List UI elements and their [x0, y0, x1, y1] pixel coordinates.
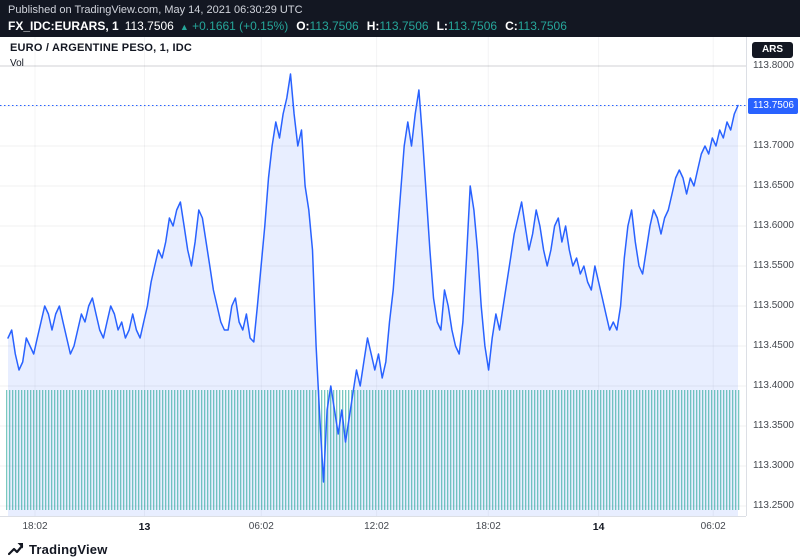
- price-change: ▲ +0.1661 (+0.15%): [180, 19, 288, 33]
- time-axis-label: 06:02: [248, 521, 274, 532]
- time-axis-label: 18:02: [475, 521, 501, 532]
- tradingview-logo[interactable]: TradingView: [8, 541, 108, 557]
- footer-bar: TradingView: [0, 538, 800, 560]
- open-label: O:: [296, 19, 310, 33]
- published-line: Published on TradingView.com, May 14, 20…: [8, 4, 303, 16]
- low-value: 113.7506: [447, 19, 498, 33]
- symbol-line: FX_IDC:EURARS, 1 113.7506 ▲ +0.1661 (+0.15…: [8, 18, 792, 35]
- price-axis-label: 113.5000: [753, 300, 794, 311]
- price-line: [7, 73, 739, 483]
- price-axis-label: 113.7000: [753, 140, 794, 151]
- close-label: C:: [505, 19, 518, 33]
- brand-name: TradingView: [29, 541, 108, 557]
- time-axis-label: 12:02: [364, 521, 390, 532]
- price-chart-canvas[interactable]: [0, 37, 746, 516]
- last-price-badge: 113.7506: [748, 97, 798, 114]
- legend-symbol: EURO / ARGENTINE PESO, 1, IDC: [10, 42, 193, 54]
- price-axis-label: 113.2500: [753, 500, 794, 511]
- time-axis[interactable]: 18:02 13 06:02 12:02 18:02 14 06:02: [0, 516, 746, 538]
- chart-area[interactable]: EURO / ARGENTINE PESO, 1, IDC Vol: [0, 37, 746, 516]
- price-axis-label: 113.5500: [753, 260, 794, 271]
- up-arrow-icon: ▲: [179, 22, 189, 32]
- legend-volume: Vol: [10, 58, 24, 69]
- price-axis-label: 113.8000: [753, 60, 794, 71]
- price-axis[interactable]: ARS 113.8000 113.7000 113.6500 113.6000 113.…: [746, 37, 800, 516]
- tradingview-logo-icon: [8, 543, 24, 556]
- price-axis-label: 113.6500: [753, 180, 794, 191]
- price-axis-label: 113.6000: [753, 220, 794, 231]
- time-axis-label: 14: [592, 521, 605, 533]
- symbol-name: FX_IDC:EURARS, 1: [8, 19, 119, 33]
- currency-button[interactable]: ARS: [752, 42, 793, 58]
- change-value: +0.1661 (+0.15%): [192, 19, 289, 33]
- time-axis-label: 18:02: [22, 521, 48, 532]
- last-price: 113.7506: [124, 19, 174, 33]
- high-value: 113.7506: [379, 19, 429, 33]
- volume-bars: [6, 390, 740, 510]
- high-label: H:: [366, 19, 380, 33]
- price-axis-label: 113.4500: [753, 340, 794, 351]
- header-bar: Published on TradingView.com, May 14, 20…: [0, 0, 800, 37]
- price-axis-label: 113.3000: [753, 460, 794, 471]
- price-axis-label: 113.3500: [753, 420, 794, 431]
- chart-legend: EURO / ARGENTINE PESO, 1, IDC Vol: [10, 42, 192, 69]
- low-label: L:: [436, 19, 448, 33]
- time-axis-label: 13: [138, 521, 151, 533]
- time-axis-label: 06:02: [700, 521, 726, 532]
- open-value: 113.7506: [309, 19, 359, 33]
- price-axis-label: 113.4000: [753, 380, 794, 391]
- close-value: 113.7506: [517, 19, 567, 33]
